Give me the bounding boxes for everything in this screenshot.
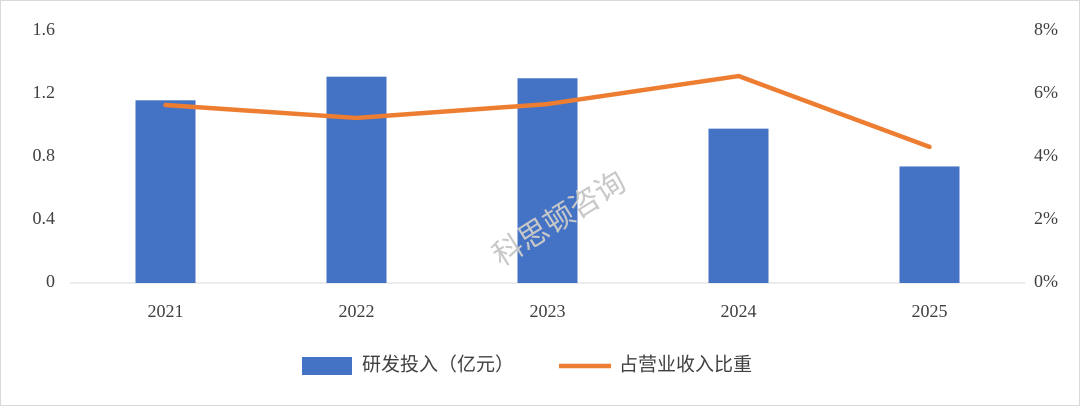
bar bbox=[708, 128, 769, 283]
x-tick-label: 2023 bbox=[530, 301, 566, 321]
y2-tick-label: 0% bbox=[1034, 271, 1058, 291]
x-tick-label: 2022 bbox=[339, 301, 375, 321]
bar bbox=[899, 166, 960, 283]
x-tick-label: 2021 bbox=[148, 301, 184, 321]
legend-label: 占营业收入比重 bbox=[619, 353, 752, 375]
bar bbox=[326, 76, 387, 283]
y-tick-label: 1.2 bbox=[33, 82, 56, 102]
y2-tick-label: 8% bbox=[1034, 19, 1058, 39]
y2-tick-label: 2% bbox=[1034, 208, 1058, 228]
y2-tick-label: 6% bbox=[1034, 82, 1058, 102]
legend-label: 研发投入（亿元） bbox=[362, 353, 514, 375]
bar bbox=[135, 100, 196, 283]
y2-tick-label: 4% bbox=[1034, 145, 1058, 165]
y-tick-label: 0.8 bbox=[33, 145, 56, 165]
x-tick-label: 2025 bbox=[912, 301, 948, 321]
x-tick-label: 2024 bbox=[721, 301, 757, 321]
legend-swatch bbox=[302, 357, 352, 375]
y-tick-label: 1.6 bbox=[33, 19, 56, 39]
bar bbox=[517, 78, 578, 283]
y-tick-label: 0.4 bbox=[33, 208, 56, 228]
line bbox=[163, 73, 932, 150]
y-tick-label: 0 bbox=[46, 271, 55, 291]
